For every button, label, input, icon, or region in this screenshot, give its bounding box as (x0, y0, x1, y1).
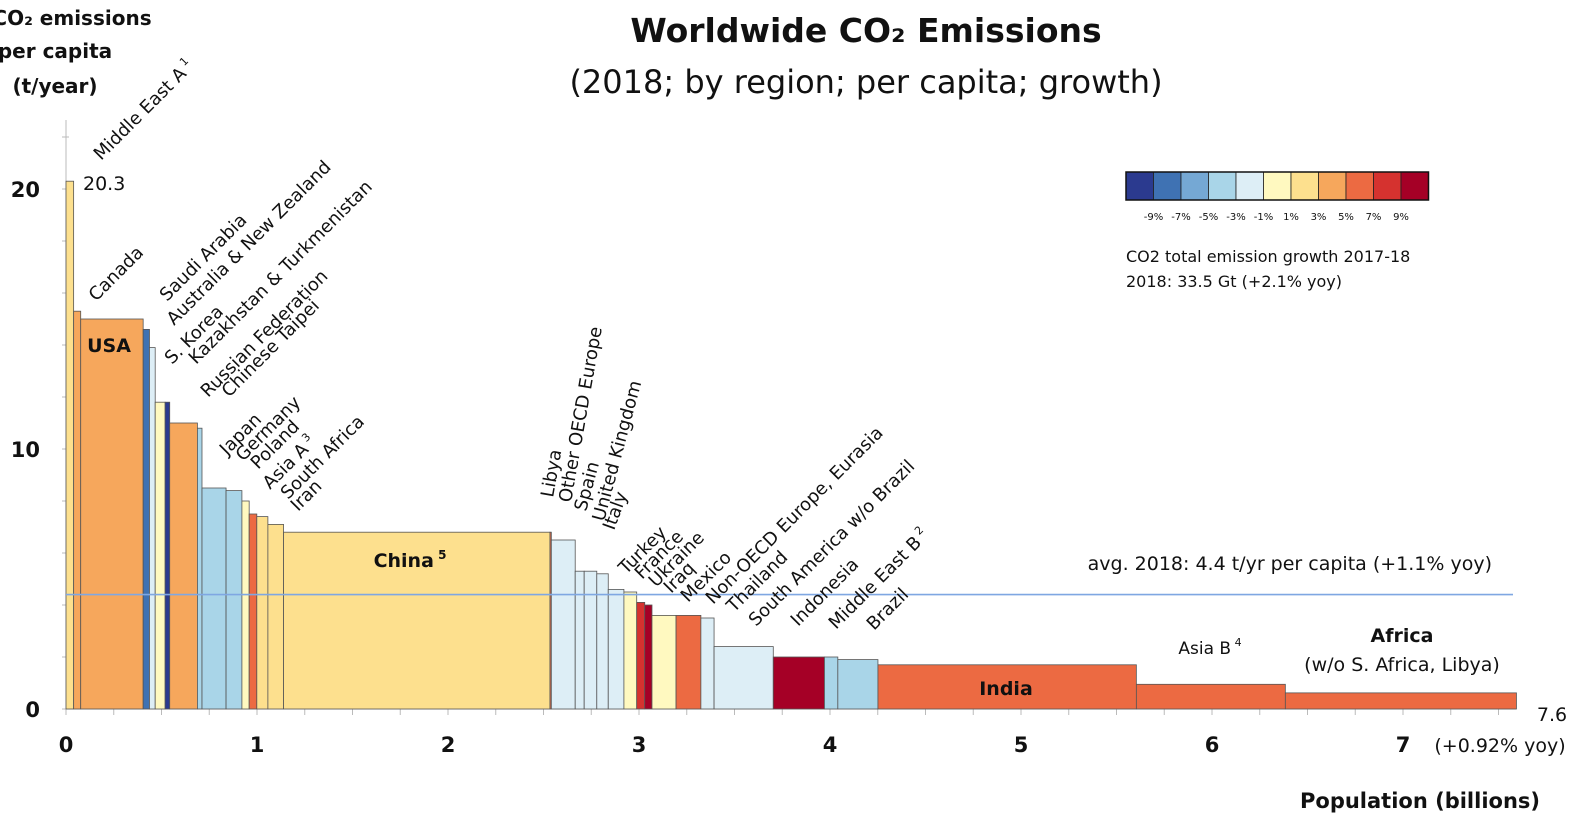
y-axis-label-line: (t/year) (12, 74, 97, 98)
bar-south-america-w-o-brazil (713, 646, 774, 710)
bar-mexico (651, 615, 677, 710)
bar-brazil (837, 659, 879, 710)
bar-asia-a (248, 513, 258, 710)
bar-middle-east-b (824, 656, 839, 710)
bar-canada (73, 310, 82, 710)
x-tick-label: 6 (1205, 733, 1220, 757)
region-label-middle-east-a: Middle East A 1 (88, 55, 198, 165)
region-label-africa-sub: (w/o S. Africa, Libya) (1304, 654, 1500, 676)
x-axis-label: Population (billions) (1300, 789, 1540, 813)
bar-france (623, 591, 638, 710)
bar-turkey (607, 589, 625, 710)
legend-caption-line: 2018: 33.5 Gt (+2.1% yoy) (1126, 272, 1342, 291)
bar-poland (241, 500, 250, 710)
bar-thailand (700, 617, 715, 710)
bar-united-kingdom (583, 570, 598, 710)
y-tick-label: 10 (11, 438, 40, 462)
bar-chinese-taipei (197, 427, 203, 710)
chart-title-group: Worldwide CO₂ Emissions (2018; by region;… (569, 11, 1162, 101)
inside-label-india: India (979, 678, 1033, 700)
bar-germany (225, 490, 243, 710)
chart-subtitle: (2018; by region; per capita; growth) (569, 63, 1162, 101)
legend-tick-label: -5% (1199, 212, 1218, 223)
legend-tick-label: -3% (1226, 212, 1245, 223)
legend-frame (1125, 171, 1430, 201)
legend-tick-label: -1% (1254, 212, 1273, 223)
x-tick-label: 2 (441, 733, 456, 757)
legend-swatch (1400, 171, 1429, 201)
x-end-label: 7.6 (1537, 704, 1567, 726)
bar-spain (574, 570, 585, 710)
average-line-group: avg. 2018: 4.4 t/yr per capita (+1.1% yo… (66, 553, 1513, 596)
x-tick-label: 0 (59, 733, 74, 757)
bar-iran (267, 524, 284, 710)
legend-swatch (1180, 171, 1209, 201)
x-tick-label: 3 (632, 733, 647, 757)
bar-kazakhstan-turkmenistan (164, 401, 171, 710)
bar-australia-new-zealand (149, 347, 156, 710)
bar-non-oecd-europe-eurasia (675, 615, 702, 710)
bar-japan (201, 487, 227, 710)
bar-middle-east-a (65, 180, 75, 710)
bar-other-oecd-europe (550, 539, 576, 710)
region-label-asia-b: Asia B 4 (1178, 636, 1241, 659)
legend-tick-label: 5% (1338, 212, 1354, 223)
inside-label-china: China 5 (374, 548, 447, 572)
legend-swatch (1208, 171, 1237, 201)
inside-label-usa: USA (87, 335, 131, 357)
legend-swatch (1153, 171, 1182, 201)
legend-swatch (1235, 171, 1264, 201)
bar-iraq (644, 604, 653, 710)
legend-tick-label: 7% (1366, 212, 1382, 223)
region-label-canada: Canada (85, 242, 148, 305)
legend-swatch (1345, 171, 1374, 201)
region-label-africa: Africa (1371, 625, 1434, 647)
chart-title: Worldwide CO₂ Emissions (630, 11, 1101, 50)
bars (65, 180, 1517, 710)
legend-caption-line: CO2 total emission growth 2017-18 (1126, 247, 1410, 266)
bar-india (877, 664, 1137, 710)
legend-swatch (1373, 171, 1402, 201)
bar-asia-b (1135, 683, 1286, 710)
bar-usa (80, 318, 144, 710)
x-tick-label: 5 (1014, 733, 1029, 757)
value-label-middle-east-a: 20.3 (83, 173, 125, 195)
x-end-sublabel: (+0.92% yoy) (1434, 735, 1565, 757)
bar-s-korea (154, 401, 166, 710)
y-tick-label: 20 (11, 178, 40, 202)
average-label: avg. 2018: 4.4 t/yr per capita (+1.1% yo… (1088, 553, 1492, 575)
legend-tick-label: 9% (1393, 212, 1409, 223)
legend-swatch (1290, 171, 1319, 201)
legend-tick-label: -7% (1171, 212, 1190, 223)
legend-tick-label: 3% (1311, 212, 1327, 223)
y-tick-label: 0 (25, 698, 40, 722)
bar-ukraine (636, 602, 646, 710)
bar-russian-federation (169, 422, 198, 710)
y-axis-label-line: CO₂ emissions (0, 6, 152, 30)
x-tick-label: 7 (1396, 733, 1411, 757)
y-axis-label-line: per capita (0, 39, 112, 63)
bar-china (283, 531, 551, 710)
legend-swatch (1318, 171, 1347, 201)
bar-africa (1284, 692, 1517, 710)
legend-swatch (1263, 171, 1292, 201)
y-axis-label-group: CO₂ emissions per capita (t/year) (0, 6, 152, 98)
bar-indonesia (772, 656, 825, 710)
x-tick-label: 4 (823, 733, 838, 757)
legend-tick-label: -9% (1144, 212, 1163, 223)
legend: -9% -7% -5% -3% -1% 1% 3% 5% 7% 9% CO2 total emiss… (1125, 171, 1430, 291)
bar-south-africa (256, 516, 269, 710)
bar-saudi-arabia (142, 328, 150, 710)
legend-tick-label: 1% (1283, 212, 1299, 223)
legend-swatch (1125, 171, 1154, 201)
x-tick-label: 1 (250, 733, 265, 757)
